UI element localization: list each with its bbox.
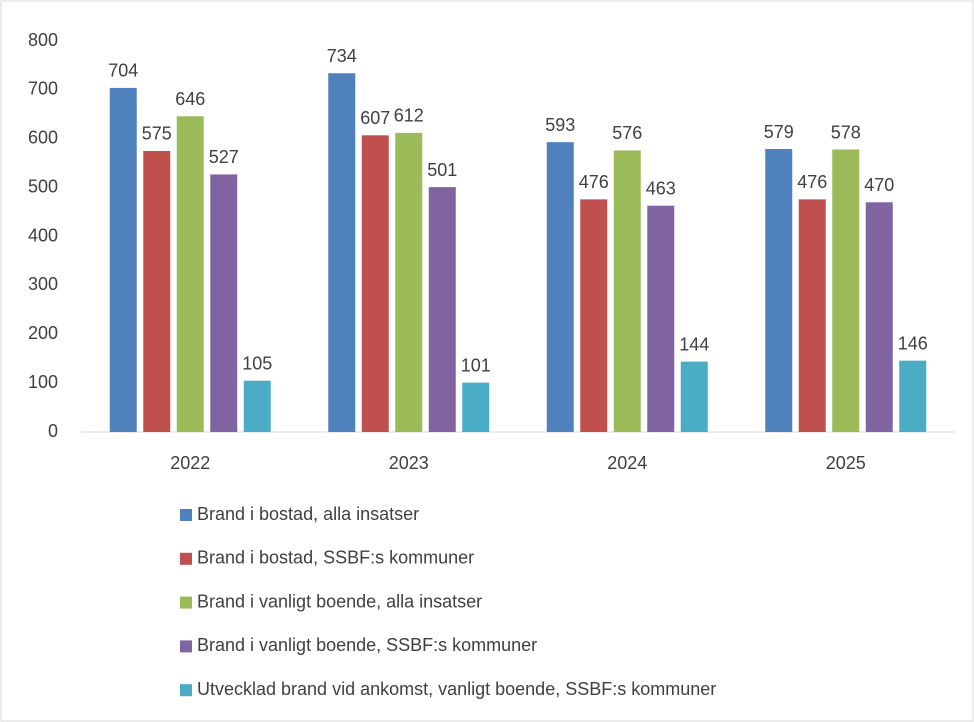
bar	[647, 205, 675, 432]
data-label: 527	[209, 147, 239, 167]
x-tick-label: 2022	[170, 453, 210, 473]
bar	[210, 174, 238, 432]
data-label: 476	[579, 172, 609, 192]
legend-swatch	[180, 684, 192, 697]
bar	[580, 199, 608, 432]
legend-label: Brand i vanligt boende, SSBF:s kommuner	[197, 635, 537, 655]
y-tick-label: 700	[28, 79, 58, 99]
x-tick-label: 2023	[389, 453, 429, 473]
legend-swatch	[180, 596, 192, 609]
data-label: 144	[679, 334, 709, 354]
data-label: 101	[461, 355, 491, 375]
data-label: 704	[108, 61, 138, 81]
data-label: 612	[394, 106, 424, 126]
bar	[428, 187, 456, 432]
y-tick-label: 500	[28, 176, 58, 196]
y-tick-label: 0	[48, 421, 58, 441]
y-tick-label: 300	[28, 274, 58, 294]
legend-label: Brand i bostad, alla insatser	[197, 504, 419, 524]
bar	[798, 199, 826, 432]
bar	[546, 142, 574, 432]
legend-swatch	[180, 640, 192, 653]
data-label: 578	[831, 122, 861, 142]
data-label: 593	[545, 115, 575, 135]
bar	[832, 149, 860, 432]
bar	[680, 361, 708, 432]
data-label: 476	[797, 172, 827, 192]
data-label: 646	[175, 89, 205, 109]
data-label: 575	[142, 124, 172, 144]
data-label: 146	[898, 333, 928, 353]
data-label: 105	[242, 353, 272, 373]
x-tick-label: 2024	[607, 453, 647, 473]
bar	[395, 132, 423, 432]
bar	[865, 202, 893, 432]
y-tick-label: 400	[28, 225, 58, 245]
bar	[899, 360, 927, 432]
data-label: 734	[327, 46, 357, 66]
legend-swatch	[180, 552, 192, 565]
data-label: 579	[764, 122, 794, 142]
y-tick-label: 800	[28, 30, 58, 50]
legend-label: Brand i vanligt boende, alla insatser	[197, 591, 482, 611]
data-label: 501	[427, 160, 457, 180]
legend-label: Utvecklad brand vid ankomst, vanligt boe…	[197, 679, 716, 699]
legend-label: Brand i bostad, SSBF:s kommuner	[197, 548, 474, 568]
bar	[361, 135, 389, 433]
bar	[109, 87, 137, 433]
bar	[328, 73, 356, 432]
y-tick-label: 200	[28, 323, 58, 343]
data-label: 470	[864, 175, 894, 195]
bar	[765, 149, 793, 433]
y-tick-label: 100	[28, 372, 58, 392]
bar	[243, 380, 271, 432]
legend-swatch	[180, 509, 192, 521]
bar	[462, 382, 490, 432]
data-label: 576	[612, 123, 642, 143]
bar	[613, 150, 641, 433]
y-tick-label: 600	[28, 128, 58, 148]
data-label: 463	[646, 178, 676, 198]
bar	[143, 150, 171, 432]
data-label: 607	[360, 108, 390, 128]
x-tick-label: 2025	[826, 453, 866, 473]
bar	[176, 116, 204, 432]
